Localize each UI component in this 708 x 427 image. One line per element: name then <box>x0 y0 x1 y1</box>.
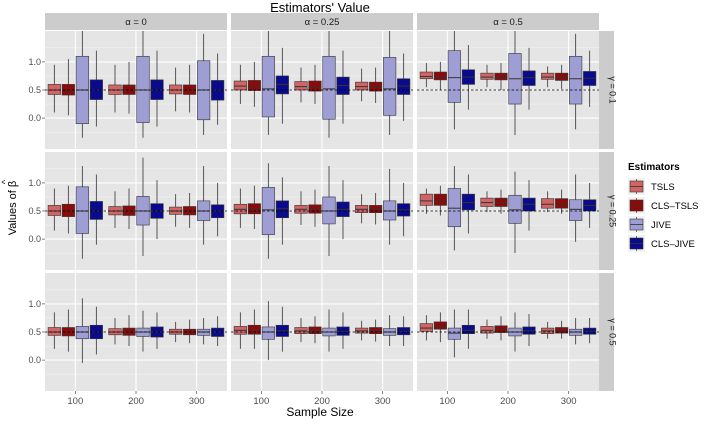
x-tick-label: 200 <box>314 396 330 407</box>
box-body <box>555 198 569 209</box>
x-tick-label: 100 <box>67 396 83 407</box>
box-body <box>555 72 569 81</box>
box-body <box>522 70 536 86</box>
box-body <box>447 188 461 228</box>
box-body <box>47 327 61 336</box>
chart-marks: α = 0 α = 0.25 α = 0.5 γ = 0.1 γ = 0.25 γ = 0… <box>28 13 699 407</box>
column-strip <box>231 13 413 30</box>
box-body <box>247 324 261 335</box>
y-tick-label: 0.5 <box>28 85 41 95</box>
column-strip <box>417 13 599 30</box>
box-body <box>461 193 475 211</box>
box-body <box>480 326 494 334</box>
row-strip-label: γ = 0.5 <box>608 318 618 345</box>
x-tick-label: 300 <box>561 396 577 407</box>
y-tick-label: 1.0 <box>28 299 41 309</box>
y-tick-label: 0.5 <box>28 327 41 337</box>
chart-title: Estimators' Value <box>270 0 370 15</box>
box-body <box>419 193 433 206</box>
box-body <box>47 205 61 216</box>
x-tick-label: 200 <box>128 396 144 407</box>
box-body <box>136 55 150 123</box>
y-tick-label: 0.0 <box>28 355 41 365</box>
legend-title: Estimators <box>628 162 680 173</box>
box-body <box>355 81 369 91</box>
box-body <box>322 55 336 120</box>
box-body <box>169 84 183 95</box>
column-strip-label: α = 0.5 <box>493 17 523 28</box>
y-tick-label: 0.0 <box>28 113 41 123</box>
box-body <box>541 72 555 80</box>
row-strip <box>599 273 614 391</box>
y-axis-title-hat: ^ <box>0 179 10 184</box>
legend-label: TSLS <box>651 182 675 193</box>
box-body <box>275 75 289 95</box>
column-strip-label: α = 0 <box>125 17 147 28</box>
box-body <box>261 326 275 340</box>
row-strip <box>599 152 614 270</box>
box-body <box>61 203 75 217</box>
legend-label: CLS–JIVE <box>651 239 695 250</box>
box-body <box>233 80 247 91</box>
box-body <box>541 198 555 209</box>
box-body <box>275 200 289 219</box>
legend-label: CLS–TSLS <box>651 201 699 212</box>
box-body <box>419 323 433 332</box>
box-body <box>261 55 275 118</box>
row-strip-label: γ = 0.25 <box>608 195 618 227</box>
y-tick-label: 0.5 <box>28 206 41 216</box>
row-strip-label: γ = 0.1 <box>608 76 618 103</box>
y-axis-title: Values of β <box>7 181 19 235</box>
legend-label: JIVE <box>651 220 671 231</box>
box-body <box>494 72 508 81</box>
x-tick-label: 100 <box>439 396 455 407</box>
x-tick-label: 300 <box>189 396 205 407</box>
column-strip-label: α = 0.25 <box>305 17 340 28</box>
y-tick-label: 0.0 <box>28 234 41 244</box>
box-body <box>569 199 583 221</box>
box-body <box>447 50 461 103</box>
box-body <box>75 326 89 340</box>
y-tick-label: 1.0 <box>28 178 41 188</box>
box-body <box>461 324 475 334</box>
box-body <box>397 78 411 95</box>
box-body <box>508 194 522 224</box>
box-body <box>447 327 461 340</box>
box-body <box>433 321 447 330</box>
box-body <box>75 186 89 234</box>
x-axis-title: Sample Size <box>286 405 354 419</box>
box-body <box>383 57 397 116</box>
box-body <box>89 201 103 220</box>
box-body <box>419 71 433 80</box>
y-axis-title-group: Values of β ^ <box>0 179 19 235</box>
row-strip <box>599 31 614 149</box>
box-body <box>480 72 494 80</box>
box-body <box>322 196 336 225</box>
x-tick-label: 200 <box>500 396 516 407</box>
x-tick-label: 100 <box>253 396 269 407</box>
column-strip <box>45 13 227 30</box>
box-body <box>47 84 61 95</box>
x-tick-label: 300 <box>375 396 391 407</box>
box-body <box>247 80 261 91</box>
box-body <box>247 203 261 215</box>
box-body <box>308 80 322 92</box>
box-body <box>433 193 447 206</box>
box-body <box>308 326 322 334</box>
box-body <box>569 55 583 105</box>
box-body <box>383 200 397 221</box>
y-tick-label: 1.0 <box>28 57 41 67</box>
box-body <box>433 71 447 81</box>
box-body <box>294 81 308 91</box>
